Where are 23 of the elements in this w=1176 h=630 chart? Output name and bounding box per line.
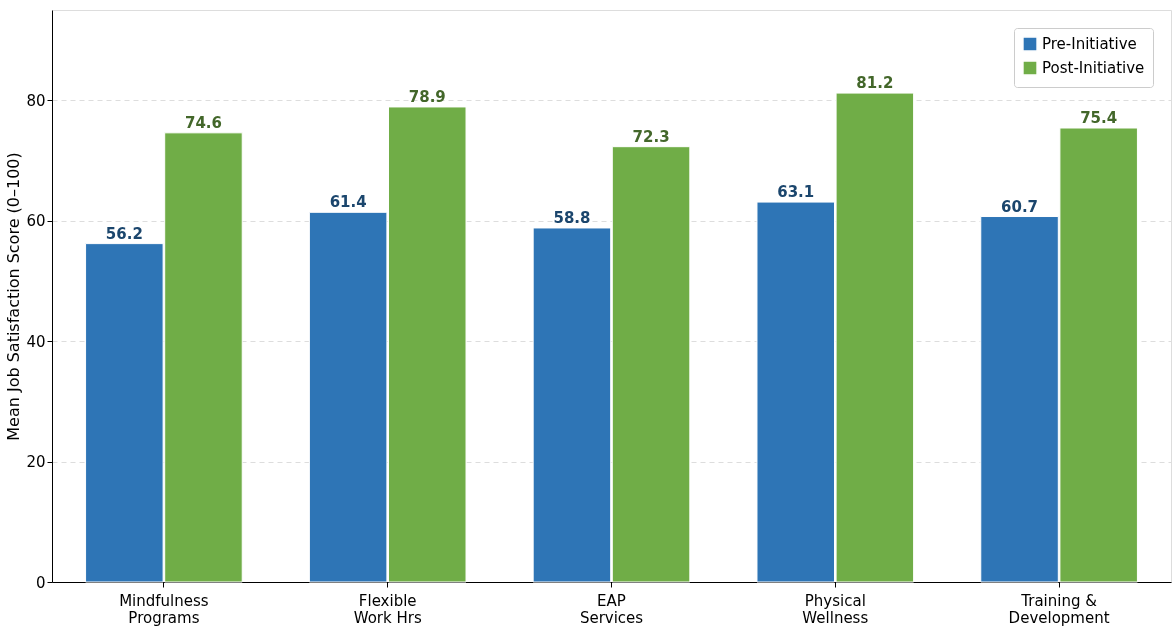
data-label: 58.8 [553, 208, 591, 227]
data-label: 72.3 [632, 127, 670, 146]
y-tick-label: 0 [35, 573, 46, 592]
data-label: 81.2 [856, 74, 894, 93]
data-label: 60.7 [1001, 197, 1039, 216]
y-tick-label: 20 [26, 453, 46, 472]
y-tick-label: 60 [26, 212, 46, 231]
y-axis-title: Mean Job Satisfaction Score (0–100) [4, 152, 24, 441]
legend-label: Post-Initiative [1042, 59, 1145, 77]
y-tick-label: 40 [26, 332, 46, 351]
x-tick-label: Mindfulness Programs [119, 591, 209, 627]
x-tick-label: Physical Wellness [802, 591, 869, 627]
data-label: 61.4 [329, 193, 367, 212]
data-label: 56.2 [105, 224, 143, 243]
x-tick-label: EAP Services [579, 591, 644, 627]
data-label: 63.1 [777, 183, 815, 202]
data-label: 74.6 [184, 113, 222, 132]
legend-label: Pre-Initiative [1042, 35, 1137, 53]
x-tick-label: Flexible Work Hrs [353, 591, 422, 627]
y-tick-label: 80 [26, 91, 46, 110]
data-label: 78.9 [408, 87, 446, 106]
data-label: 75.4 [1080, 109, 1118, 128]
x-tick-label: Training & Development [1008, 591, 1110, 627]
